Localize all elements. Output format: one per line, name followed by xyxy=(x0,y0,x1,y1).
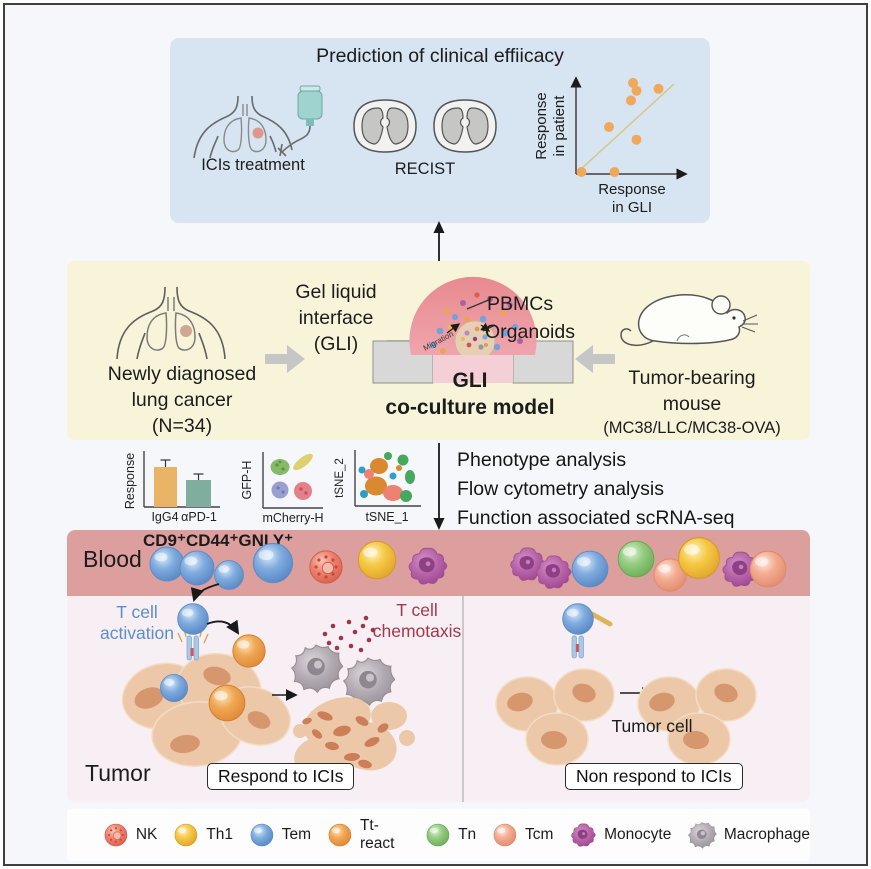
patient-torso-icon xyxy=(116,286,226,360)
tcm-cell xyxy=(749,550,787,588)
legend-label: Tt-react xyxy=(359,817,395,852)
tem-cell xyxy=(179,550,215,586)
arrow-left-gray xyxy=(575,345,615,373)
tt-react-cell xyxy=(232,634,266,668)
scatter-dots xyxy=(576,77,664,177)
tsne-clusters xyxy=(358,452,415,502)
th1-cell xyxy=(677,536,721,580)
t-cell xyxy=(562,603,594,635)
macrophage-legend-icon xyxy=(688,822,717,849)
recist-scans-icon xyxy=(353,99,497,153)
tcell-activation-label: T cell activation xyxy=(100,602,174,643)
organoids-label: Organoids xyxy=(485,321,575,343)
scatter-ylabel-1: Response xyxy=(533,92,550,160)
tcr-receptor xyxy=(177,627,209,661)
tem-cell xyxy=(252,542,294,584)
gli-caption: Gel liquid interface (GLI) xyxy=(295,281,377,355)
nk-cell xyxy=(309,550,343,584)
tumor-nuclei xyxy=(649,683,738,750)
scatter-xlabel-2: in GLI xyxy=(612,199,652,216)
tumor-nuclei xyxy=(507,683,596,750)
scatter-xlabel-1: Response xyxy=(598,181,666,198)
prediction-scatter-plot: Response in patient Response in GLI xyxy=(533,76,688,216)
non-responder-scene xyxy=(495,603,757,766)
legend-label: Macrophage xyxy=(723,826,811,843)
outcome-panel: Blood CD9⁺CD44⁺GNLY⁺ xyxy=(67,530,810,802)
bar-cat1: IgG4 xyxy=(151,510,178,524)
flow-ylabel: GFP-H xyxy=(240,461,254,500)
analysis-item: Flow cytometry analysis xyxy=(457,478,664,500)
up-arrow xyxy=(433,221,445,264)
legend-label: Th1 xyxy=(206,826,233,843)
gli-dome-illustration: Migration xyxy=(372,276,574,384)
pbmcs-label: PBMCs xyxy=(487,293,554,315)
macrophage-cell xyxy=(291,644,343,693)
tem-legend-icon xyxy=(250,823,274,847)
scatter-ylabel-2: in patient xyxy=(551,95,568,157)
tumor-cluster xyxy=(121,652,291,767)
tcm-legend-icon xyxy=(493,823,517,847)
flow-cytometry-plot: GFP-H mCherry-H xyxy=(240,452,324,525)
chemokine-dots xyxy=(322,615,376,653)
bar-cat2: αPD-1 xyxy=(181,510,217,524)
icis-treatment-icon xyxy=(193,85,323,159)
blood-label: Blood xyxy=(83,546,142,572)
responder-scene xyxy=(121,583,415,777)
th1-legend-icon xyxy=(174,823,198,847)
tem-cell xyxy=(571,550,609,588)
analysis-item: Function associated scRNA-seq xyxy=(457,507,735,529)
patient-caption: Newly diagnosed lung cancer (N=34) xyxy=(107,363,257,437)
tsne-plot: tSNE_2 tSNE_1 xyxy=(334,450,421,524)
legend-label: Tem xyxy=(281,826,312,843)
down-arrow xyxy=(433,443,445,530)
recist-label: RECIST xyxy=(394,160,456,178)
tcell-chemotaxis-label: T cell chemotaxis xyxy=(372,600,462,641)
tt-react-cell xyxy=(208,684,246,722)
analysis-item: Phenotype analysis xyxy=(457,449,627,471)
icis-treatment-label: ICIs treatment xyxy=(201,156,305,174)
tt-react-legend-icon xyxy=(328,823,352,847)
marker-label: CD9⁺CD44⁺GNLY⁺ xyxy=(143,531,294,550)
mouse-caption: Tumor-bearing mouse (MC38/LLC/MC38-OVA) xyxy=(603,367,781,437)
flow-xlabel: mCherry-H xyxy=(262,511,323,525)
monocyte-cell xyxy=(536,555,572,589)
figure-frame: Prediction of clinical effiicacy xyxy=(3,3,868,866)
tem-cell xyxy=(159,674,189,702)
monocyte-legend-icon xyxy=(571,823,597,847)
blocked-antibody xyxy=(589,611,613,627)
gli-model-caption: GLI co-culture model xyxy=(385,369,555,419)
tsne-xlabel: tSNE_1 xyxy=(365,510,408,524)
legend-label: Monocyte xyxy=(604,826,672,843)
coculture-panel: Newly diagnosed lung cancer (N=34) Gel l… xyxy=(67,261,810,440)
tcr-receptor xyxy=(571,635,584,659)
response-bar-chart: Response IgG4 αPD-1 xyxy=(123,451,220,524)
tumor-label: Tumor xyxy=(85,760,151,786)
respond-box: Respond to ICIs xyxy=(207,763,355,790)
monocyte-cell xyxy=(408,547,448,585)
tsne-ylabel: tSNE_2 xyxy=(334,458,346,498)
mouse-icon xyxy=(620,294,758,347)
prediction-panel: Prediction of clinical effiicacy xyxy=(170,38,710,223)
legend-label: Tcm xyxy=(525,826,554,843)
tn-legend-icon xyxy=(426,823,450,847)
legend-label: NK xyxy=(135,826,158,843)
bar-ylabel: Response xyxy=(123,453,137,509)
non-respond-box: Non respond to ICIs xyxy=(565,763,743,790)
prediction-title: Prediction of clinical effiicacy xyxy=(316,45,564,67)
tem-cell xyxy=(214,560,244,590)
legend-label: Tn xyxy=(458,826,477,843)
organoid-cells xyxy=(461,326,488,350)
panel-divider xyxy=(462,596,464,802)
dying-tumor xyxy=(293,697,415,777)
iv-bag-icon xyxy=(277,85,323,157)
tumor-cell-label: Tumor cell xyxy=(611,716,693,736)
cell-legend: NK Th1 Tem Tt-react Tn Tcm Monocyte Macr… xyxy=(67,809,810,861)
analysis-list: Phenotype analysis Flow cytometry analys… xyxy=(457,446,734,533)
tumor-nuclei xyxy=(134,666,271,754)
th1-cell xyxy=(357,540,397,580)
arrow-right-gray xyxy=(265,345,305,373)
nk-legend-icon xyxy=(104,823,128,847)
